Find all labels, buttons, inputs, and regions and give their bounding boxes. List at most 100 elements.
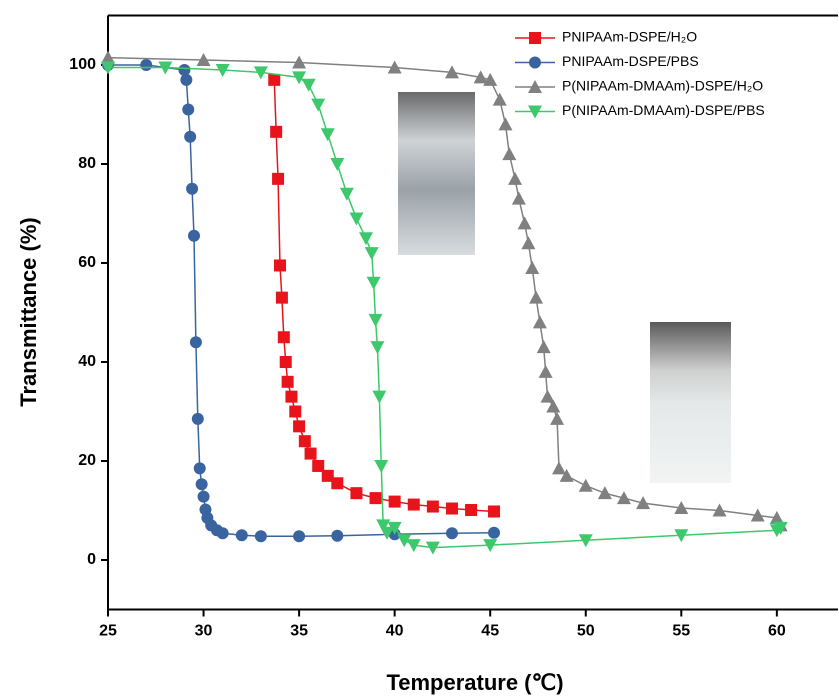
marker [187, 229, 200, 242]
marker [425, 541, 440, 555]
marker [546, 399, 561, 413]
x-tick-label: 45 [481, 623, 499, 640]
marker [331, 477, 344, 490]
marker [578, 534, 593, 548]
marker [529, 290, 544, 304]
inset-photo [650, 322, 731, 483]
marker [101, 50, 115, 64]
marker [268, 73, 281, 86]
marker [376, 519, 391, 533]
marker [597, 486, 612, 500]
marker [498, 117, 513, 131]
marker [349, 212, 364, 226]
marker [350, 487, 363, 500]
marker [254, 530, 267, 543]
marker [277, 331, 290, 344]
marker [540, 389, 555, 403]
legend-label: PNIPAAm-DSPE/H₂O [562, 29, 697, 45]
marker [158, 61, 173, 75]
marker [364, 247, 379, 261]
marker [339, 187, 354, 201]
marker [197, 490, 210, 503]
marker [196, 53, 211, 67]
marker [407, 498, 420, 511]
marker [270, 125, 283, 138]
marker [235, 529, 248, 542]
marker [502, 147, 517, 161]
y-tick-label: 20 [78, 452, 96, 469]
marker [387, 521, 402, 535]
marker [374, 459, 389, 473]
marker [528, 105, 542, 119]
marker [465, 504, 478, 517]
x-tick-label: 50 [577, 623, 595, 640]
marker [445, 502, 458, 515]
marker [366, 276, 381, 290]
marker [321, 469, 334, 482]
marker [483, 72, 498, 86]
legend-label: P(NIPAAm-DMAAm)-DSPE/H₂O [562, 78, 763, 94]
marker [358, 232, 373, 246]
marker [388, 495, 401, 508]
series [101, 50, 788, 532]
marker [301, 78, 316, 92]
marker [773, 521, 788, 535]
marker [215, 63, 230, 77]
marker [279, 356, 292, 368]
marker [536, 340, 551, 354]
x-tick-label: 55 [672, 623, 690, 640]
inset-photos [398, 92, 731, 483]
x-tick-label: 40 [386, 623, 404, 640]
marker [445, 527, 458, 540]
marker [397, 534, 412, 548]
marker [712, 503, 727, 517]
marker [272, 172, 285, 185]
marker [369, 492, 382, 505]
y-tick-label: 0 [87, 551, 96, 568]
y-axis-label: Transmittance (%) [16, 217, 41, 407]
marker [140, 59, 153, 71]
legend-label: P(NIPAAm-DMAAm)-DSPE/PBS [562, 102, 765, 118]
marker [674, 501, 689, 515]
marker [182, 103, 195, 116]
marker [193, 462, 206, 475]
marker [616, 491, 631, 505]
legend-label: PNIPAAm-DSPE/PBS [562, 53, 699, 69]
marker [216, 527, 229, 540]
marker [521, 236, 536, 250]
x-tick-label: 25 [99, 623, 117, 640]
marker [444, 65, 459, 79]
x-tick-label: 30 [195, 623, 213, 640]
marker [189, 336, 202, 349]
marker [636, 496, 651, 510]
marker [186, 182, 199, 195]
marker [275, 291, 288, 304]
marker [285, 390, 298, 403]
marker [750, 508, 765, 522]
inset-photo [398, 92, 475, 255]
y-tick-label: 60 [78, 254, 96, 271]
marker [293, 530, 306, 543]
marker [320, 128, 335, 142]
marker [674, 529, 689, 543]
marker [184, 130, 197, 143]
marker [508, 171, 523, 185]
marker [298, 435, 311, 448]
marker [304, 447, 317, 460]
series [101, 61, 788, 555]
x-tick-label: 35 [290, 623, 308, 640]
marker [532, 315, 547, 329]
marker [101, 61, 115, 75]
marker [488, 505, 501, 518]
marker [370, 341, 385, 355]
marker [426, 500, 439, 513]
x-axis-label: Temperature (℃) [386, 670, 563, 695]
y-tick-label: 80 [78, 155, 96, 172]
marker [253, 66, 268, 80]
marker [550, 411, 565, 425]
marker [292, 71, 307, 85]
marker [529, 56, 541, 69]
marker [312, 459, 325, 472]
marker [473, 70, 488, 84]
marker [289, 405, 302, 418]
